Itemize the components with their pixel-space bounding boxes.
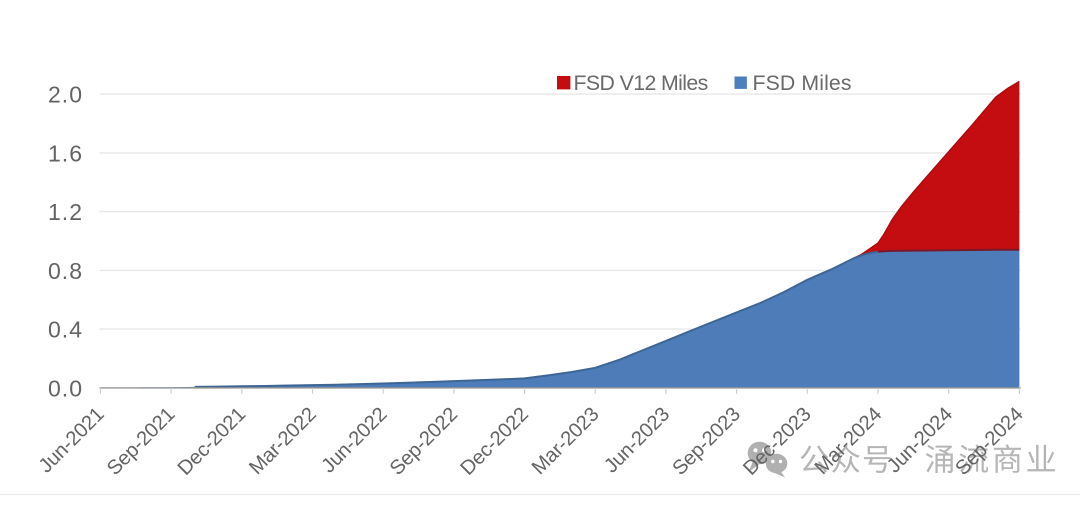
svg-text:FSD Miles: FSD Miles — [753, 71, 852, 95]
svg-text:0.8: 0.8 — [48, 258, 83, 284]
svg-text:1.2: 1.2 — [48, 199, 83, 225]
svg-text:0.4: 0.4 — [48, 317, 83, 343]
svg-text:2.0: 2.0 — [48, 82, 83, 108]
svg-text:1.6: 1.6 — [48, 140, 83, 166]
svg-text:0.0: 0.0 — [48, 375, 83, 401]
svg-text:FSD V12 Miles: FSD V12 Miles — [574, 71, 708, 95]
